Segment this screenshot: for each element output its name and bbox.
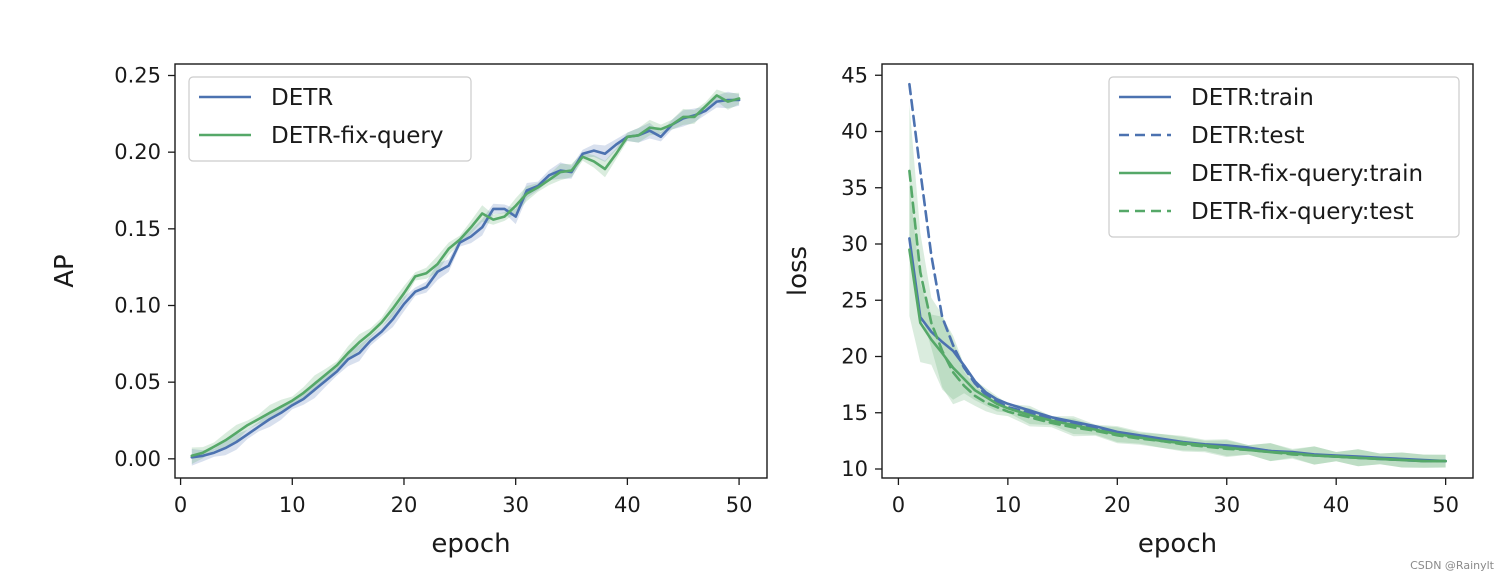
y-tick-label: 40 [841,120,868,144]
y-tick-label: 0.20 [114,140,161,164]
y-tick-label: 45 [841,63,868,87]
x-tick-label: 0 [174,493,187,517]
legend-label: DETR-fix-query:test [1191,199,1414,225]
series-line-3 [908,169,1447,463]
y-tick-label: 0.25 [114,64,161,88]
legend: DETR DETR-fix-query [188,76,472,162]
y-tick-label: 20 [841,345,868,369]
plot-area-series [190,89,741,466]
axes-frame [881,63,1474,479]
x-tick-label: 20 [391,493,418,517]
y-tick-label: 0.00 [114,447,161,471]
loss-plot: 0 10 20 30 40 50 10 15 20 25 30 35 40 45 epoch loss DETR… [783,63,1474,559]
y-tick-label: 25 [841,288,868,312]
x-tick-label: 50 [1432,493,1459,517]
y-tick-label: 15 [841,401,868,425]
x-tick-label: 10 [994,493,1021,517]
y-axis-label: AP [50,254,80,287]
x-tick-label: 30 [1213,493,1240,517]
legend-label: DETR-fix-query [271,123,443,149]
series-line-0 [908,237,1447,463]
y-tick-label: 0.15 [114,217,161,241]
x-axis-label: epoch [431,529,510,559]
legend: DETR:train DETR:test DETR-fix-query:train D… [1108,76,1460,238]
x-tick-label: 0 [892,493,905,517]
x-tick-label: 30 [502,493,529,517]
axes-frame [174,63,768,479]
x-tick-label: 20 [1104,493,1131,517]
y-tick-label: 0.10 [114,294,161,318]
legend-label: DETR:test [1191,123,1304,149]
series-band-1 [191,89,740,464]
legend-label: DETR [271,85,333,111]
y-tick-label: 10 [841,457,868,481]
series-line-0 [190,98,741,459]
y-tick-label: 30 [841,232,868,256]
ap-plot: 0 10 20 30 40 50 0.00 0.05 0.10 0.15 0.20 0.25 epoch… [50,63,768,559]
y-axis-label: loss [783,246,813,296]
x-axis-label: epoch [1138,529,1217,559]
series-line-2 [908,248,1447,463]
legend-label: DETR-fix-query:train [1191,161,1423,187]
series-line-1 [190,94,741,458]
x-tick-label: 10 [279,493,306,517]
y-tick-label: 0.05 [114,370,161,394]
x-tick-label: 40 [1323,493,1350,517]
x-tick-label: 40 [614,493,641,517]
x-tick-label: 50 [726,493,753,517]
plot-area-series [908,82,1447,468]
legend-label: DETR:train [1191,85,1314,111]
y-tick-label: 35 [841,176,868,200]
watermark: CSDN @Rainylt [1410,559,1494,572]
